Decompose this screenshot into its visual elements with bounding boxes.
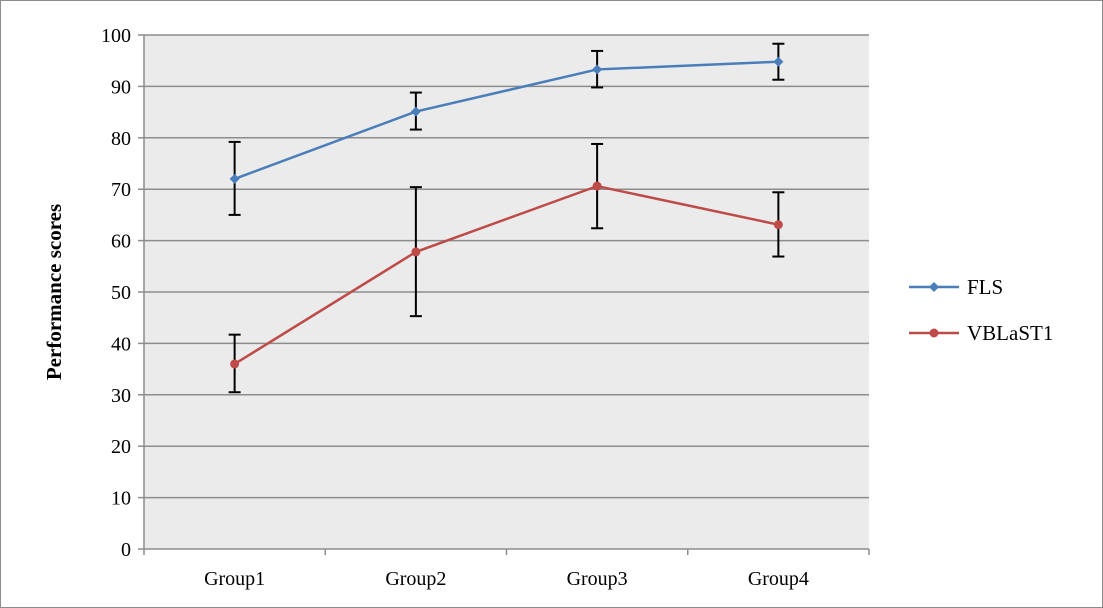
series-lines [229, 56, 784, 369]
data-point [592, 181, 602, 191]
y-tick-label: 30 [111, 385, 131, 407]
x-tick-label: Group3 [567, 568, 628, 590]
x-tick-label: Group1 [204, 568, 265, 590]
x-tick-label: Group4 [748, 568, 809, 590]
y-tick-label: 100 [101, 25, 131, 47]
data-point [773, 220, 783, 230]
legend-marker [929, 282, 939, 292]
x-axis: Group1 Group2 Group3 Group4 [143, 548, 870, 590]
legend: FLS VBLaST1 [909, 275, 1053, 345]
series-line [234, 60, 779, 181]
y-axis: 0 10 20 30 40 50 60 70 80 90 100 [101, 25, 145, 561]
data-point [592, 64, 603, 75]
y-tick-label: 10 [111, 488, 131, 510]
data-point [229, 173, 240, 184]
y-tick-label: 80 [111, 128, 131, 150]
legend-label: VBLaST1 [967, 321, 1053, 345]
legend-label: FLS [967, 275, 1003, 299]
data-point [230, 359, 240, 369]
y-tick-label: 70 [111, 179, 131, 201]
y-tick-label: 20 [111, 436, 131, 458]
series-line [233, 184, 779, 366]
y-tick-label: 50 [111, 282, 131, 304]
y-tick-label: 0 [121, 539, 131, 561]
y-tick-label: 40 [111, 333, 131, 355]
y-tick-label: 90 [111, 76, 131, 98]
legend-marker [929, 328, 939, 338]
gridlines [144, 34, 869, 499]
data-point [773, 56, 784, 67]
y-axis-title: Performance scores [42, 204, 66, 380]
y-tick-label: 60 [111, 231, 131, 253]
x-tick-label: Group2 [385, 568, 446, 590]
data-point [410, 106, 421, 117]
data-point [411, 247, 421, 257]
